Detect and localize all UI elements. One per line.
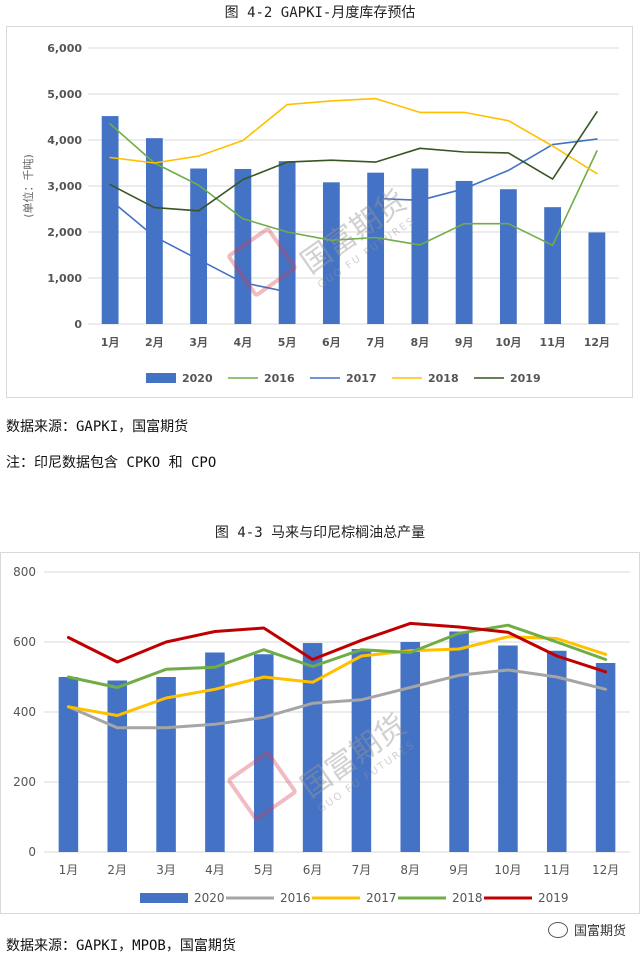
x-tick-label: 6月 [322, 336, 341, 349]
bar [367, 172, 385, 324]
bar [253, 654, 274, 852]
bar [322, 182, 340, 324]
bar [411, 168, 429, 324]
series-line [109, 111, 598, 212]
x-tick-label: 7月 [352, 863, 372, 877]
bar [498, 645, 518, 852]
source-note-2: 数据来源：GAPKI，MPOB，国富期货 [6, 938, 236, 954]
legend-label: 2020 [182, 372, 213, 385]
legend-label: 2020 [194, 891, 225, 905]
bar [302, 643, 323, 852]
y-tick-label: 4,000 [47, 134, 82, 147]
chart-svg: 0 200 400 600 800 1月 2月 3月 4月 5月 6月 7月 8月 9月 10月 11月 12月… [0, 552, 640, 914]
x-tick-label: 12月 [592, 863, 619, 877]
y-tick-label: 200 [13, 775, 36, 789]
series-line [109, 123, 598, 247]
series-line [109, 138, 598, 293]
y-tick-label: 800 [13, 565, 36, 579]
series-line [66, 621, 608, 674]
wechat-badge: 国富期货 [547, 920, 626, 939]
x-tick-label: 10月 [495, 336, 521, 349]
x-tick-label: 1月 [59, 863, 79, 877]
series-line [66, 623, 608, 689]
x-tick-label: 3月 [189, 336, 208, 349]
legend-label: 2018 [428, 372, 459, 385]
cpko-note: 注：印尼数据包含 CPKO 和 CPO [6, 455, 217, 471]
y-axis-label: (单位：千吨) [21, 154, 35, 218]
x-tick-label: 7月 [366, 336, 385, 349]
legend-label: 2017 [346, 372, 377, 385]
chart2-container: 0 200 400 600 800 1月 2月 3月 4月 5月 6月 7月 8月 9月 10月 11月 12月… [0, 552, 640, 914]
bar [455, 180, 473, 324]
chart1-container: 0 1,000 2,000 3,000 4,000 5,000 6,000 (单位：千吨) 1月… [6, 26, 633, 398]
bar [156, 677, 176, 852]
x-tick-label: 11月 [539, 336, 565, 349]
y-tick-label: 0 [28, 845, 36, 859]
legend-swatch [140, 893, 188, 903]
legend-label: 2019 [538, 891, 569, 905]
x-tick-label: 12月 [584, 336, 610, 349]
bar [145, 138, 163, 324]
x-tick-label: 5月 [278, 336, 297, 349]
y-tick-label: 5,000 [47, 88, 82, 101]
y-tick-label: 1,000 [47, 272, 82, 285]
y-tick-label: 400 [13, 705, 36, 719]
bar [205, 652, 225, 852]
bar [101, 116, 119, 324]
x-tick-label: 3月 [156, 863, 176, 877]
legend-swatch [146, 373, 176, 383]
bar [546, 650, 567, 852]
x-tick-label: 2月 [107, 863, 127, 877]
bar [588, 232, 606, 324]
bar [190, 168, 208, 324]
legend-label: 2018 [452, 891, 483, 905]
x-tick-label: 8月 [400, 863, 420, 877]
bar [107, 680, 128, 852]
bar [400, 642, 421, 852]
chart1-title: 图 4-2 GAPKI-月度库存预估 [224, 5, 416, 21]
bar [58, 677, 79, 852]
y-tick-label: 3,000 [47, 180, 82, 193]
y-tick-label: 6,000 [47, 42, 82, 55]
bar [449, 631, 469, 852]
y-tick-label: 0 [74, 318, 82, 331]
legend-label: 2016 [280, 891, 311, 905]
x-tick-label: 11月 [543, 863, 570, 877]
x-tick-label: 6月 [303, 863, 323, 877]
chart-svg: 0 1,000 2,000 3,000 4,000 5,000 6,000 (单位：千吨) 1月… [6, 26, 633, 398]
bar [278, 161, 296, 324]
wechat-icon [547, 921, 568, 938]
bar [544, 207, 562, 324]
x-tick-label: 1月 [101, 336, 120, 349]
chart2-title: 图 4-3 马来与印尼棕榈油总产量 [214, 525, 426, 541]
x-tick-label: 8月 [411, 336, 430, 349]
y-tick-label: 600 [13, 635, 36, 649]
bar [499, 189, 517, 324]
legend-label: 2019 [510, 372, 541, 385]
x-tick-label: 4月 [205, 863, 225, 877]
x-tick-label: 4月 [234, 336, 253, 349]
bar [595, 663, 616, 852]
x-tick-label: 9月 [455, 336, 474, 349]
x-tick-label: 5月 [254, 863, 274, 877]
x-tick-label: 9月 [449, 863, 469, 877]
series-line [109, 97, 598, 175]
legend-label: 2017 [366, 891, 397, 905]
x-tick-label: 10月 [494, 863, 521, 877]
y-tick-label: 2,000 [47, 226, 82, 239]
legend-label: 2016 [264, 372, 295, 385]
bar [234, 168, 252, 324]
x-tick-label: 2月 [145, 336, 164, 349]
source-note-1: 数据来源：GAPKI，国富期货 [6, 419, 189, 435]
series-line [66, 668, 608, 730]
wechat-label: 国富期货 [573, 924, 626, 939]
